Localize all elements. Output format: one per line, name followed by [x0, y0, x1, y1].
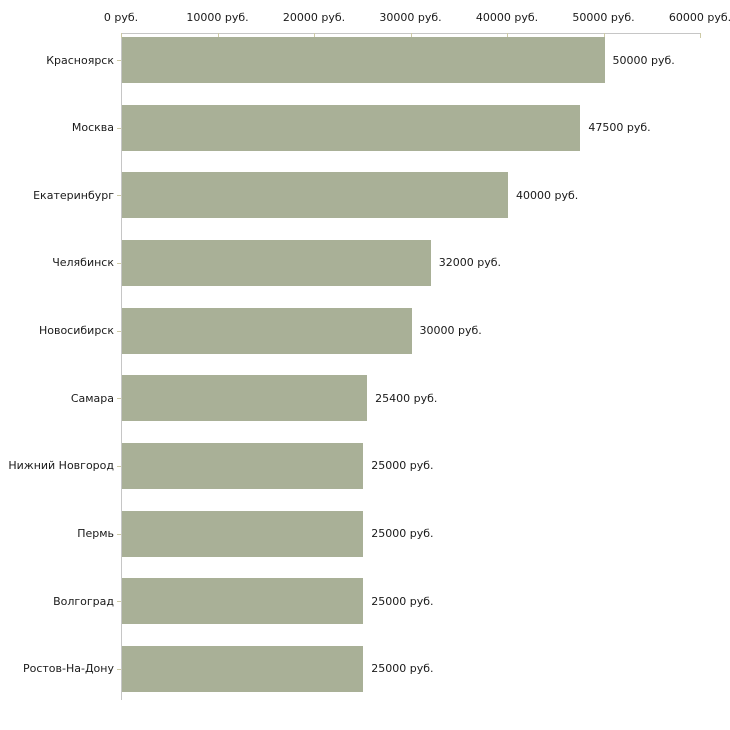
y-axis-tick-mark [117, 263, 121, 264]
x-axis-tick-label: 50000 руб. [572, 11, 635, 24]
category-label: Нижний Новгород [8, 459, 114, 473]
x-axis-tick-mark [410, 33, 412, 38]
x-axis-tick-mark [121, 33, 122, 38]
value-label: 50000 руб. [612, 53, 675, 67]
y-axis-tick-mark [117, 398, 121, 399]
x-axis-tick-mark [603, 33, 605, 38]
y-axis-tick-mark [117, 331, 121, 332]
value-label: 32000 руб. [438, 256, 502, 270]
value-label: 25000 руб. [371, 594, 434, 608]
x-axis-tick-mark [700, 33, 701, 38]
category-label: Пермь [77, 527, 114, 541]
x-axis-tick-label: 10000 руб. [186, 11, 249, 24]
value-label: 25000 руб. [371, 527, 434, 541]
category-label: Москва [71, 121, 114, 135]
bar [122, 510, 364, 557]
value-label: 40000 руб. [516, 188, 579, 202]
category-label: Красноярск [46, 53, 114, 67]
y-axis-line [121, 33, 122, 700]
value-label: 30000 руб. [419, 324, 482, 338]
x-axis-tick-label: 20000 руб. [282, 11, 346, 24]
value-label: 25400 руб. [375, 391, 438, 405]
y-axis-tick-mark [117, 534, 121, 535]
bar [122, 239, 431, 286]
y-axis-tick-mark [117, 60, 121, 61]
bar [122, 37, 605, 83]
y-axis-tick-mark [117, 128, 121, 129]
bar [122, 375, 368, 422]
category-label: Челябинск [52, 256, 114, 270]
x-axis-tick-label: 0 руб. [103, 11, 139, 24]
y-axis-tick-mark [117, 669, 121, 670]
category-label: Самара [70, 391, 114, 405]
category-label: Ростов-На-Дону [22, 662, 114, 676]
x-axis-tick-mark [507, 33, 508, 38]
bar [122, 104, 581, 151]
y-axis-tick-mark [117, 195, 121, 196]
y-axis-tick-mark [117, 601, 121, 602]
bar [122, 442, 364, 489]
category-label: Новосибирск [38, 324, 114, 338]
x-axis-tick-label: 40000 руб. [475, 11, 539, 24]
category-label: Екатеринбург [33, 188, 114, 202]
bar [122, 172, 508, 219]
bar [122, 307, 412, 354]
x-axis-tick-label: 60000 руб. [668, 11, 730, 24]
bar [122, 645, 364, 692]
y-axis-tick-mark [117, 466, 121, 467]
value-label: 25000 руб. [371, 662, 434, 676]
x-axis-tick-label: 30000 руб. [379, 11, 442, 24]
x-axis-tick-mark [217, 33, 219, 38]
value-label: 25000 руб. [371, 459, 434, 473]
x-axis-tick-mark [314, 33, 315, 38]
bar [122, 578, 364, 625]
category-label: Волгоград [53, 594, 114, 608]
value-label: 47500 руб. [588, 121, 651, 135]
